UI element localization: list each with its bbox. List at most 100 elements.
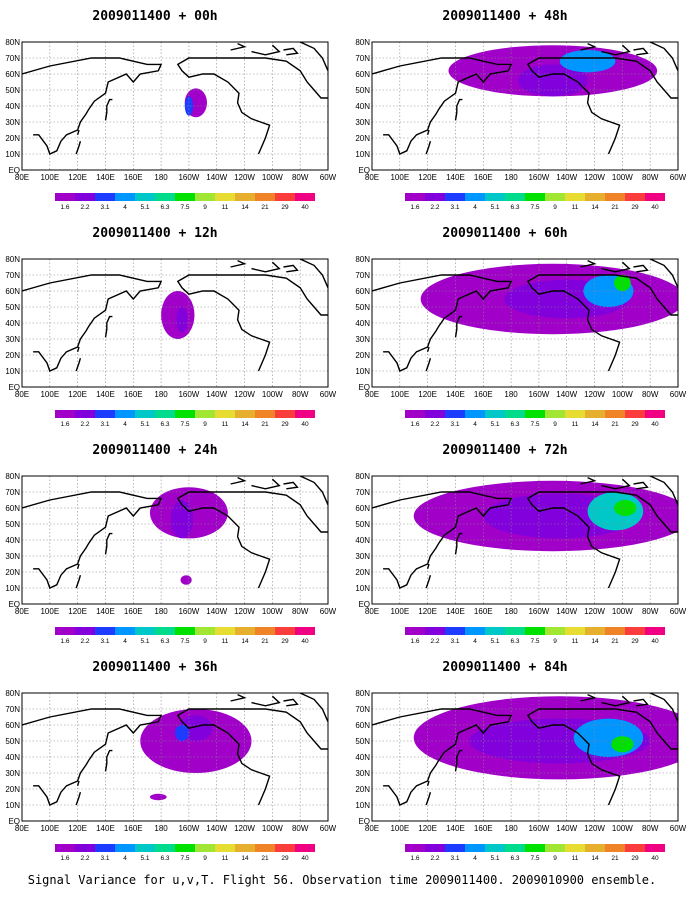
- colorbar-swatch: [445, 410, 465, 418]
- colorbar-label: 5.1: [140, 204, 149, 211]
- colorbar-swatch: [405, 193, 425, 201]
- x-tick-label: 140E: [446, 607, 465, 616]
- y-tick-label: 20N: [5, 134, 20, 143]
- colorbar-swatch: [115, 627, 135, 635]
- x-tick-label: 80W: [292, 173, 309, 182]
- panel-title: 2009011400 + 60h: [442, 226, 567, 241]
- colorbar-label: 11: [222, 204, 229, 211]
- variance-contour: [180, 575, 192, 585]
- x-tick-label: 120E: [68, 824, 87, 833]
- x-tick-label: 160W: [178, 824, 199, 833]
- coastline: [372, 708, 513, 806]
- x-tick-label: 60W: [670, 607, 687, 616]
- colorbar-swatch: [625, 627, 645, 635]
- variance-contour: [573, 718, 644, 757]
- panel-title: 2009011400 + 12h: [92, 226, 217, 241]
- colorbar-label: 4: [473, 855, 477, 862]
- coastline: [580, 476, 597, 485]
- colorbar-label: 6.3: [160, 855, 169, 862]
- x-tick-label: 140W: [556, 173, 577, 182]
- variance-contour: [611, 736, 634, 753]
- colorbar-label: 4: [123, 855, 127, 862]
- y-tick-label: 40N: [5, 319, 20, 328]
- panel-frame: [371, 692, 679, 822]
- colorbar-swatch: [235, 627, 255, 635]
- x-tick-label: 140E: [96, 173, 115, 182]
- colorbar-swatch: [95, 410, 115, 418]
- colorbar-swatch: [155, 410, 175, 418]
- colorbar-label: 6.3: [160, 204, 169, 211]
- map-panel: 2009011400 + 84h 80E 100E 120E 140E 160E 180 16…: [355, 660, 686, 862]
- coastline: [251, 478, 281, 490]
- x-tick-label: 140E: [96, 824, 115, 833]
- x-tick-label: 100E: [40, 173, 59, 182]
- colorbar-label: 7.5: [180, 204, 189, 211]
- colorbar-swatch: [175, 410, 195, 418]
- colorbar-swatch: [425, 627, 445, 635]
- x-tick-label: 80W: [292, 390, 309, 399]
- x-tick-label: 80E: [15, 824, 29, 833]
- colorbar-swatch: [95, 193, 115, 201]
- y-tick-label: EQ: [358, 600, 370, 609]
- coastline: [454, 315, 463, 338]
- x-tick-label: 100E: [390, 824, 409, 833]
- colorbar-swatch: [55, 410, 75, 418]
- y-tick-label: 60N: [355, 504, 370, 513]
- colorbar-label: 7.5: [180, 638, 189, 645]
- coastline: [649, 476, 678, 506]
- colorbar-label: 4: [473, 638, 477, 645]
- colorbar-label: 14: [591, 638, 599, 645]
- colorbar-label: 14: [241, 204, 249, 211]
- x-tick-label: 100W: [612, 390, 633, 399]
- coastline: [176, 274, 328, 372]
- panel-plot-area: [372, 259, 678, 387]
- colorbar-swatch: [275, 193, 295, 201]
- colorbar-label: 11: [572, 638, 579, 645]
- colorbar-label: 40: [651, 638, 659, 645]
- colorbar-label: 29: [281, 638, 289, 645]
- y-tick-label: 20N: [355, 568, 370, 577]
- x-tick-label: 80E: [365, 173, 379, 182]
- y-tick-label: 70N: [5, 705, 20, 714]
- y-tick-label: 70N: [355, 705, 370, 714]
- colorbar-label: 11: [222, 638, 229, 645]
- colorbar-label: 40: [651, 204, 659, 211]
- colorbar-swatch: [235, 410, 255, 418]
- colorbar-swatch: [565, 627, 585, 635]
- colorbar-swatch: [75, 193, 95, 201]
- colorbar-label: 11: [572, 855, 579, 862]
- variance-contour: [559, 50, 616, 73]
- colorbar-swatch: [465, 193, 485, 201]
- x-tick-label: 100W: [612, 173, 633, 182]
- coastline: [601, 695, 631, 707]
- y-tick-label: EQ: [358, 166, 370, 175]
- x-tick-label: 160E: [124, 607, 143, 616]
- colorbar-label: 11: [572, 421, 579, 428]
- colorbar-label: 2.2: [430, 204, 439, 211]
- x-tick-label: 100W: [262, 390, 283, 399]
- colorbar-swatch: [95, 627, 115, 635]
- x-tick-label: 120W: [584, 824, 605, 833]
- x-tick-label: 160E: [124, 173, 143, 182]
- colorbar-swatch: [525, 627, 545, 635]
- panel-frame: [21, 692, 329, 822]
- coastline: [372, 274, 513, 372]
- colorbar-swatch: [135, 844, 155, 852]
- colorbar-label: 7.5: [180, 855, 189, 862]
- coastline: [22, 274, 163, 372]
- y-tick-label: 40N: [355, 319, 370, 328]
- y-tick-label: 50N: [355, 303, 370, 312]
- coastline: [580, 693, 597, 702]
- coastline: [251, 44, 281, 56]
- x-tick-label: 180: [504, 390, 518, 399]
- coastline: [283, 47, 299, 56]
- x-tick-label: 100E: [390, 390, 409, 399]
- variance-contour: [614, 275, 631, 291]
- colorbar-label: 3.1: [100, 638, 109, 645]
- panel-frame: [21, 258, 329, 388]
- coastline: [251, 261, 281, 273]
- y-tick-label: 70N: [355, 488, 370, 497]
- colorbar-swatch: [215, 627, 235, 635]
- y-tick-label: 80N: [5, 255, 20, 264]
- y-tick-label: 30N: [355, 769, 370, 778]
